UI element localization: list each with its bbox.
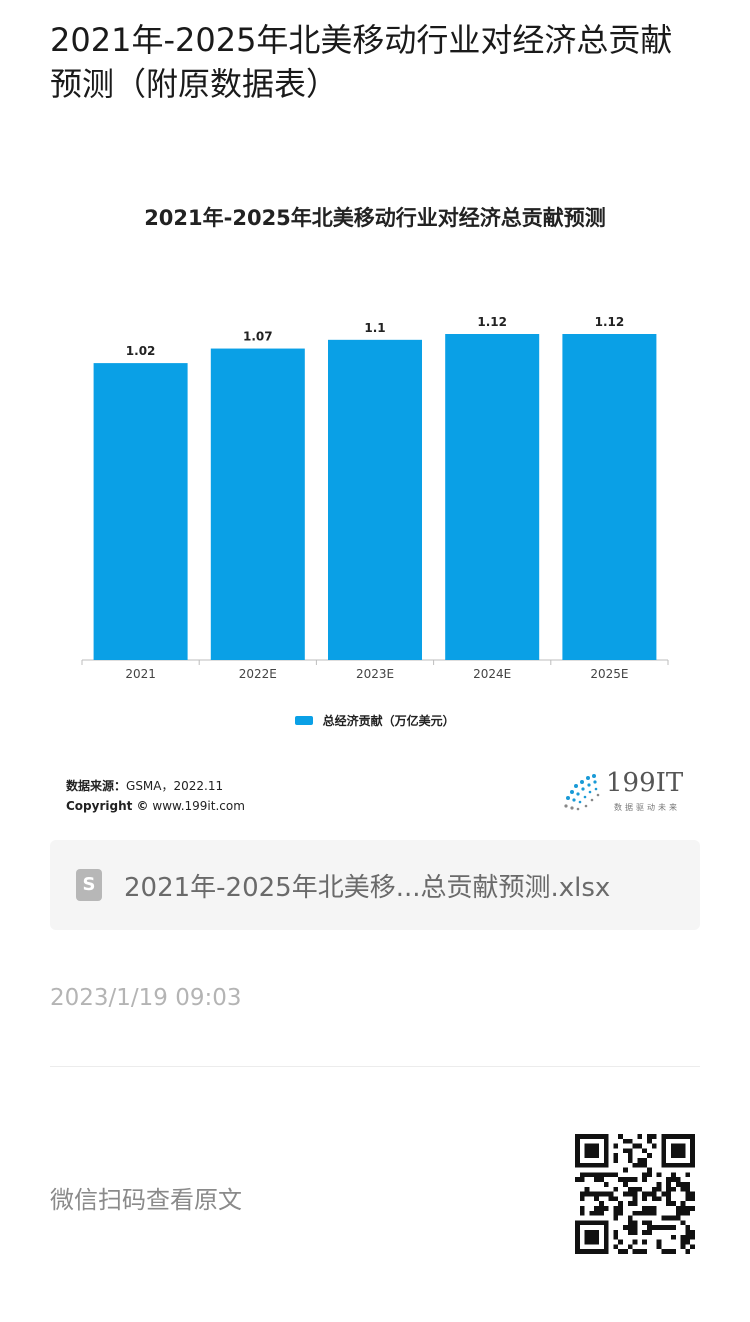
legend-swatch [295, 716, 314, 725]
bar [210, 348, 305, 660]
source-block: 数据来源：GSMA，2022.11 Copyright © www.199it.… [66, 776, 245, 816]
x-tick-label: 2024E [473, 667, 511, 681]
publish-timestamp: 2023/1/19 09:03 [50, 985, 242, 1011]
page-title: 2021年-2025年北美移动行业对经济总贡献预测（附原数据表） [50, 21, 673, 103]
divider [50, 1066, 700, 1067]
logo-dots-icon [564, 774, 600, 811]
logo-tagline: 数据驱动未来 [614, 803, 680, 812]
spreadsheet-file-icon: S [76, 869, 102, 901]
bar [93, 363, 188, 660]
read-original-label: 微信扫码查看原文 [50, 1186, 242, 1214]
bar [562, 334, 657, 660]
bar-value-label: 1.12 [595, 315, 625, 329]
x-tick-label: 2021 [125, 667, 156, 681]
copyright-label: Copyright © [66, 799, 149, 813]
bar [445, 334, 540, 660]
chart-figure: 2021年-2025年北美移动行业对经济总贡献预测 1.02 2021 1.07 20… [50, 188, 700, 828]
attachment-filename: 2021年-2025年北美移...总贡献预测.xlsx [124, 872, 611, 903]
bar-value-label: 1.1 [364, 321, 385, 335]
x-tick-label: 2025E [590, 667, 628, 681]
bar-value-label: 1.12 [477, 315, 507, 329]
copyright-value: www.199it.com [152, 799, 245, 813]
legend-label: 总经济贡献（万亿美元） [322, 714, 455, 728]
source-value: GSMA，2022.11 [126, 779, 224, 793]
brand-logo: 199IT 数据驱动未来 [558, 768, 690, 814]
source-label: 数据来源： [66, 779, 127, 793]
attachment-file[interactable]: S 2021年-2025年北美移...总贡献预测.xlsx [50, 840, 700, 930]
bar [328, 339, 422, 660]
logo-text: 199IT [606, 768, 684, 798]
bar-value-label: 1.02 [126, 344, 156, 358]
qr-code-icon[interactable] [575, 1134, 695, 1254]
chart-legend: 总经济贡献（万亿美元） [50, 712, 700, 729]
chart-title: 2021年-2025年北美移动行业对经济总贡献预测 [144, 206, 606, 230]
bar-value-label: 1.07 [243, 330, 273, 344]
x-tick-label: 2022E [239, 667, 277, 681]
x-tick-label: 2023E [356, 667, 394, 681]
bar-chart: 1.02 2021 1.07 2022E 1.1 2023E 1.12 2024E 1.12 20… [81, 315, 669, 681]
